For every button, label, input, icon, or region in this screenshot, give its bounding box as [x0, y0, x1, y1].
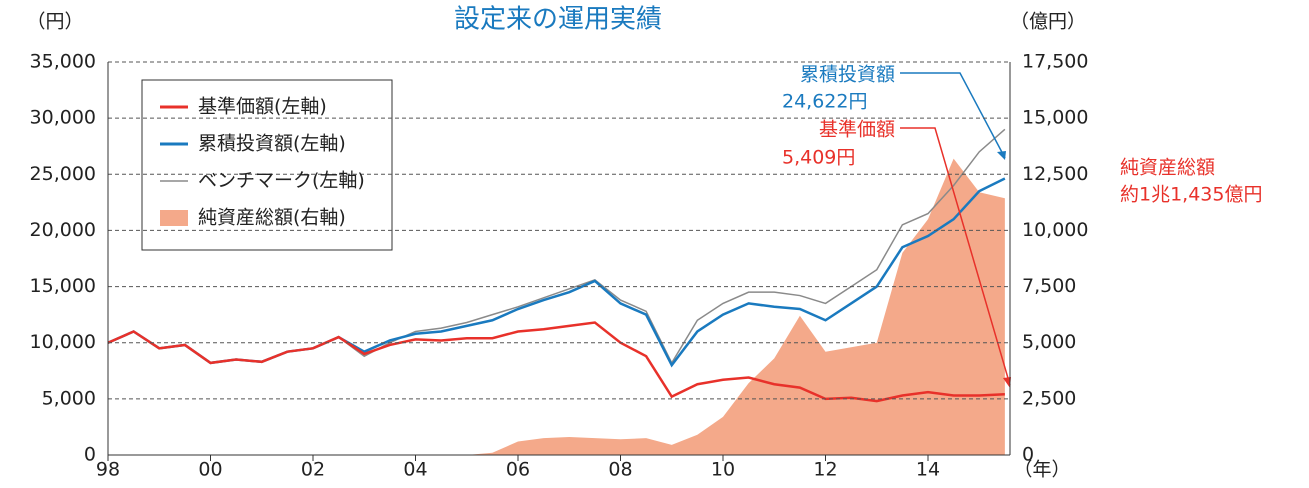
y-tick-label: 0: [84, 444, 96, 466]
legend-label: 純資産総額(右軸): [198, 207, 346, 229]
y-tick-label: 10,000: [30, 331, 96, 353]
y2-tick-label: 5,000: [1022, 331, 1076, 353]
y-unit: （円）: [26, 11, 83, 33]
y2-tick-label: 10,000: [1022, 219, 1088, 241]
y2-tick-label: 7,500: [1022, 275, 1076, 297]
x-tick-label: 02: [301, 459, 325, 481]
x-tick-label: 00: [198, 459, 222, 481]
x-tick-label: 12: [813, 459, 837, 481]
annotation-text: 24,622円: [782, 91, 867, 113]
annotation-leaders: [900, 72, 1011, 388]
plot: [107, 128, 1006, 455]
x-tick-label: 06: [506, 459, 530, 481]
leader: [900, 72, 1006, 159]
chart-title: 設定来の運用実績: [454, 5, 662, 35]
legend-label: 累積投資額(左軸): [198, 133, 346, 155]
y2-tick-label: 17,500: [1022, 51, 1088, 73]
legend-swatch: [160, 210, 188, 226]
legend-label: 基準価額(左軸): [198, 96, 327, 118]
annotation-title: 純資産総額: [1120, 157, 1215, 179]
y2-tick-label: 12,500: [1022, 163, 1088, 185]
annotation-title: 基準価額: [819, 119, 895, 141]
line: [107, 321, 1005, 403]
x-tick-label: 10: [711, 459, 735, 481]
y-tick-label: 15,000: [30, 275, 96, 297]
y2-tick-label: 15,000: [1022, 107, 1088, 129]
x-tick-label: 08: [608, 459, 632, 481]
x-unit: （年）: [1013, 459, 1070, 481]
legend-label: ベンチマーク(左軸): [198, 170, 365, 192]
y2-unit: （億円）: [1010, 11, 1086, 33]
leader: [900, 127, 1011, 386]
y-tick-label: 35,000: [30, 51, 96, 73]
y-tick-label: 30,000: [30, 107, 96, 129]
x-tick-label: 04: [403, 459, 427, 481]
y2-tick-label: 2,500: [1022, 387, 1076, 409]
area: [108, 158, 1005, 455]
y-tick-label: 5,000: [42, 387, 96, 409]
annotation-text: 約1兆1,435億円: [1120, 184, 1262, 206]
arrow: [1003, 377, 1011, 388]
y2-tick-label: 0: [1022, 444, 1034, 466]
x-tick-label: 14: [916, 459, 940, 481]
annotation-title: 累積投資額: [800, 64, 895, 86]
arrow: [997, 151, 1006, 160]
annotation-text: 5,409円: [782, 147, 855, 169]
x-tick-label: 98: [96, 459, 120, 481]
y-tick-label: 20,000: [30, 219, 96, 241]
y-tick-label: 25,000: [30, 163, 96, 185]
